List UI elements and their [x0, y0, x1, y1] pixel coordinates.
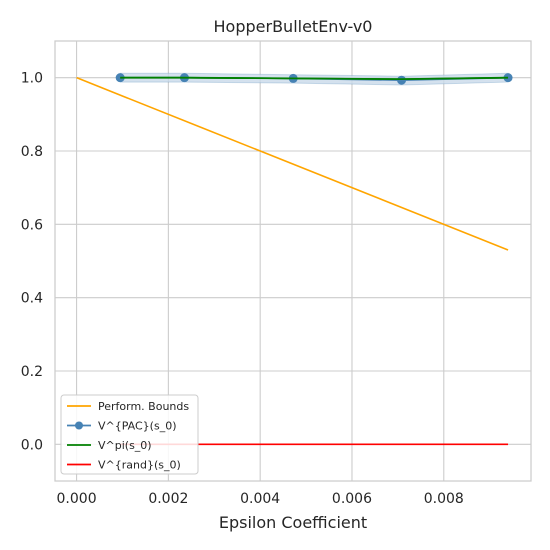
x-axis-label: Epsilon Coefficient — [219, 513, 367, 532]
x-tick-label: 0.006 — [332, 491, 372, 507]
y-tick-labels: 0.0 0.2 0.4 0.6 0.8 1.0 — [21, 71, 43, 454]
x-tick-label: 0.000 — [57, 491, 97, 507]
legend-marker — [75, 421, 83, 430]
x-tick-labels: 0.000 0.002 0.004 0.006 0.008 — [57, 491, 464, 507]
chart-title: HopperBulletEnv-v0 — [214, 17, 373, 36]
series-markers — [115, 73, 513, 85]
legend-label: Perform. Bounds — [98, 400, 189, 413]
y-tick-label: 0.0 — [21, 437, 43, 453]
legend-label: V^pi(s_0) — [98, 439, 152, 452]
x-tick-label: 0.004 — [240, 491, 280, 507]
series-line — [120, 76, 509, 81]
legend-label: V^{rand}(s_0) — [98, 459, 181, 472]
x-tick-label: 0.002 — [148, 491, 188, 507]
y-tick-label: 0.8 — [21, 144, 43, 160]
legend-box — [60, 394, 199, 475]
x-tick-label: 0.008 — [424, 491, 464, 507]
legend-label: V^{PAC}(s_0) — [98, 420, 177, 433]
y-tick-label: 1.0 — [21, 71, 43, 87]
legend: Perform. Bounds V^{PAC}(s_0) V^pi(s_0) V^{r… — [60, 394, 199, 475]
y-tick-label: 0.4 — [21, 291, 43, 307]
y-tick-label: 0.6 — [21, 217, 43, 233]
y-tick-label: 0.2 — [21, 364, 43, 380]
plot-frame — [54, 40, 532, 482]
series-line — [76, 76, 509, 251]
data-point — [397, 75, 407, 85]
